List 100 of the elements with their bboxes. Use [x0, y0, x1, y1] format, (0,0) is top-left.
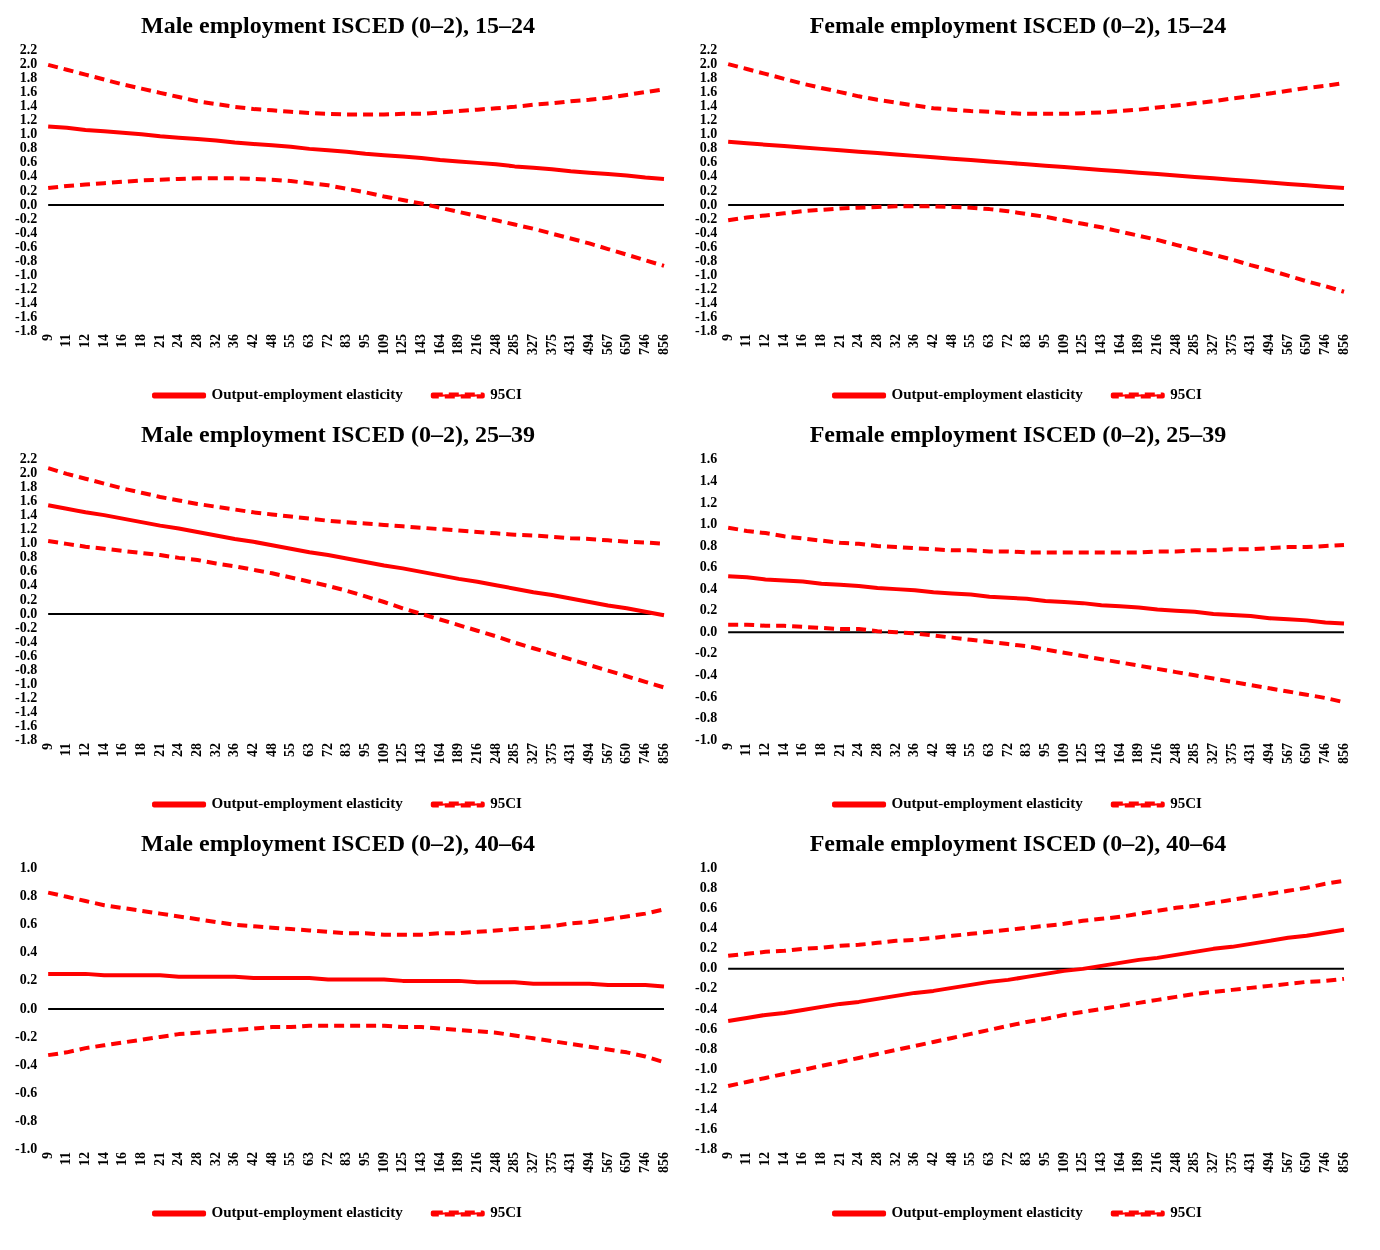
x-tick-label: 95: [357, 1152, 373, 1166]
x-tick-label: 650: [618, 1152, 634, 1173]
y-tick-label: 2.0: [699, 56, 718, 72]
x-tick-label: 189: [1130, 1152, 1146, 1173]
x-tick-label: 18: [133, 1152, 149, 1166]
legend-label: Output-employment elasticity: [211, 386, 404, 403]
y-tick-label: 0.4: [19, 168, 38, 184]
y-tick-label: 1.2: [19, 112, 38, 128]
x-tick-label: 95: [1037, 334, 1053, 348]
x-tick-label: 55: [282, 334, 298, 348]
x-tick-label: 48: [263, 1152, 279, 1166]
y-tick-label: 2.2: [19, 42, 38, 58]
y-tick-label: 1.4: [19, 98, 38, 114]
x-tick-label: 32: [887, 743, 903, 757]
y-tick-label: -1.2: [694, 1080, 718, 1096]
y-tick-label: 2.2: [699, 42, 718, 58]
y-tick-label: 1.2: [19, 521, 38, 537]
x-tick-label: 12: [77, 334, 93, 348]
x-tick-label: 11: [58, 334, 74, 348]
line-series: [726, 204, 1346, 294]
x-tick-label: 143: [413, 1152, 429, 1173]
x-tick-label: 18: [813, 743, 829, 757]
y-tick-label: -1.6: [14, 308, 38, 324]
x-tick-label: 42: [925, 743, 941, 757]
x-tick-label: 48: [263, 334, 279, 348]
y-tick-label: 0.8: [19, 888, 38, 904]
x-tick-label: 431: [1242, 1152, 1258, 1173]
x-tick-label: 746: [1316, 1152, 1332, 1173]
y-tick-label: -1.2: [14, 689, 38, 705]
x-tick-label: 746: [1316, 334, 1332, 355]
y-tick-label: -0.4: [694, 666, 718, 682]
x-tick-label: 109: [375, 1152, 391, 1173]
y-tick-label: 0.8: [699, 880, 718, 896]
x-tick-label: 143: [413, 334, 429, 355]
y-tick-label: 0.8: [19, 549, 38, 565]
y-tick-label: -0.8: [694, 710, 718, 726]
legend-label: Output-employment elasticity: [891, 1204, 1084, 1221]
y-tick-label: -0.2: [694, 210, 718, 226]
x-tick-label: 16: [794, 334, 810, 348]
y-tick-label: 1.0: [19, 535, 38, 551]
x-tick-label: 63: [981, 334, 997, 348]
x-tick-label: 36: [906, 334, 922, 348]
x-tick-label: 24: [170, 334, 186, 348]
x-tick-label: 567: [1279, 743, 1295, 764]
chart-title: Female employment ISCED (0–2), 40–64: [809, 829, 1227, 856]
y-tick-label: -1.0: [694, 1060, 718, 1076]
y-tick-label: 0.2: [19, 182, 38, 198]
x-tick-label: 36: [906, 1152, 922, 1166]
x-tick-label: 9: [39, 1152, 55, 1159]
x-tick-label: 494: [580, 334, 596, 355]
y-tick-label: -1.4: [14, 294, 38, 310]
x-tick-label: 650: [618, 334, 634, 355]
x-tick-label: 143: [1093, 743, 1109, 764]
y-tick-label: -1.0: [694, 731, 718, 747]
x-tick-label: 55: [282, 743, 298, 757]
y-tick-label: 1.8: [19, 479, 38, 495]
x-tick-label: 24: [170, 743, 186, 757]
y-tick-label: 1.8: [699, 70, 718, 86]
y-tick-label: 2.2: [19, 451, 38, 467]
x-tick-label: 28: [189, 743, 205, 757]
x-tick-label: 375: [1223, 743, 1239, 764]
y-tick-label: -0.2: [14, 1028, 38, 1044]
y-tick-label: 1.0: [699, 516, 718, 532]
legend-label: 95CI: [490, 386, 523, 403]
y-tick-label: 0.6: [19, 563, 38, 579]
x-tick-label: 16: [794, 1152, 810, 1166]
y-tick-label: -1.8: [14, 731, 38, 747]
y-tick-label: 0.4: [699, 580, 718, 596]
x-tick-label: 83: [338, 743, 354, 757]
legend-label: 95CI: [1170, 1204, 1203, 1221]
y-tick-label: 0.6: [699, 559, 718, 575]
y-tick-label: -0.6: [14, 647, 38, 663]
chart-title: Female employment ISCED (0–2), 25–39: [809, 420, 1227, 447]
y-tick-label: -0.2: [694, 980, 718, 996]
x-tick-label: 567: [599, 334, 615, 355]
x-tick-label: 12: [757, 743, 773, 757]
y-tick-label: -0.4: [14, 633, 38, 649]
x-tick-label: 494: [1260, 334, 1276, 355]
x-tick-label: 567: [1279, 334, 1295, 355]
y-tick-label: 0.2: [699, 940, 718, 956]
legend-label: 95CI: [490, 795, 523, 812]
x-tick-label: 11: [738, 1152, 754, 1166]
x-tick-label: 32: [887, 334, 903, 348]
y-tick-label: 0.0: [699, 960, 718, 976]
x-tick-label: 125: [394, 1152, 410, 1173]
x-tick-label: 55: [962, 1152, 978, 1166]
x-tick-label: 431: [562, 1152, 578, 1173]
y-tick-label: 1.0: [19, 860, 38, 876]
x-tick-label: 143: [1093, 1152, 1109, 1173]
y-tick-label: 2.0: [19, 465, 38, 481]
y-tick-label: 0.0: [19, 1000, 38, 1016]
y-tick-label: -0.8: [14, 252, 38, 268]
x-tick-label: 109: [1055, 334, 1071, 355]
x-tick-label: 327: [524, 334, 540, 355]
x-tick-label: 285: [1186, 743, 1202, 764]
x-tick-label: 327: [1204, 334, 1220, 355]
x-tick-label: 856: [1335, 1152, 1351, 1173]
y-tick-label: -0.4: [14, 224, 38, 240]
x-tick-label: 36: [226, 743, 242, 757]
x-tick-label: 375: [543, 1152, 559, 1173]
